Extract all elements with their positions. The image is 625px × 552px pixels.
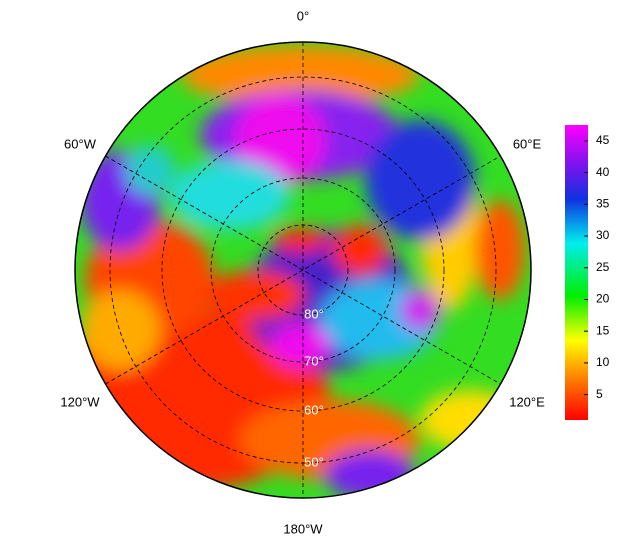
colorbar-tick-label: 45 [596,133,610,147]
latitude-circle [210,177,396,363]
latitude-circle [161,128,445,412]
meridian-label: 180°W [283,521,323,536]
latitude-label: 50° [304,454,324,469]
colorbar-tick-label: 5 [596,387,603,401]
colorbar-tick-label: 10 [596,355,610,369]
colorbar-tick-label: 25 [596,260,610,274]
graticule [105,42,501,498]
meridian-label: 0° [297,8,309,23]
latitude-circle [109,76,497,464]
meridian-label: 120°W [60,394,100,409]
field [75,42,531,498]
map-boundary [74,41,532,499]
meridian-label: 60°W [64,136,97,151]
colorbar-tick-label: 30 [596,228,610,242]
latitude-label: 70° [304,353,324,368]
colorbar [565,125,588,420]
latitude-circle [257,224,349,316]
meridian-label: 60°E [513,136,542,151]
latitude-label: 60° [304,402,324,417]
colorbar-tick-label: 40 [596,165,610,179]
colorbar-tick-label: 35 [596,196,610,210]
colorbar-tick-label: 15 [596,323,610,337]
colorbar-tick-label: 20 [596,292,610,306]
meridian-label: 120°E [509,394,545,409]
latitude-label: 80° [304,306,324,321]
